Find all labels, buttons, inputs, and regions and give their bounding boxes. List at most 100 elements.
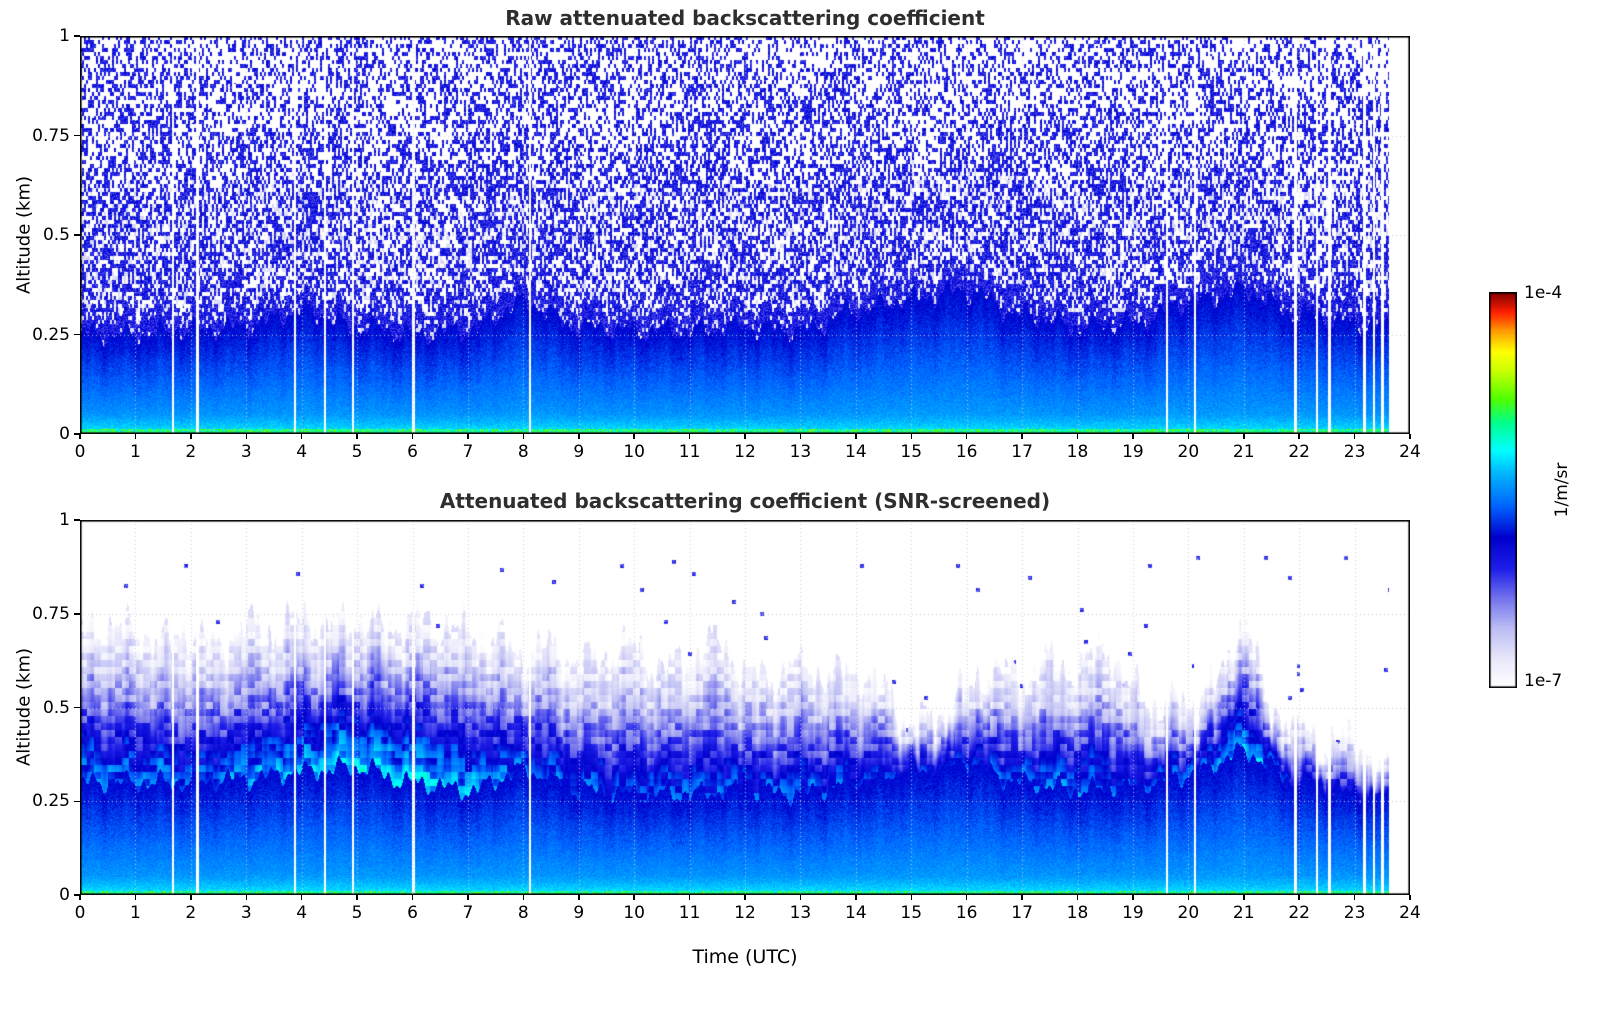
x-tick-mark: [1298, 895, 1300, 900]
x-tick-mark: [1021, 434, 1023, 439]
x-tick-label: 16: [955, 442, 978, 462]
x-tick-mark: [467, 434, 469, 439]
x-tick-mark: [688, 895, 691, 900]
y-tick-label: 0.25: [32, 791, 70, 812]
x-tick-mark: [910, 434, 912, 439]
x-tick-mark: [1076, 895, 1079, 900]
x-tick-mark: [190, 895, 192, 900]
x-tick-label: 14: [845, 903, 867, 923]
x-tick-mark: [300, 895, 303, 900]
x-tick-label: 19: [1122, 442, 1144, 462]
x-tick-mark: [910, 895, 912, 900]
x-tick-mark: [744, 895, 746, 900]
x-tick-label: 19: [1122, 903, 1144, 923]
x-tick-mark: [1076, 434, 1079, 439]
x-tick-mark: [688, 434, 691, 439]
x-tick-mark: [799, 895, 802, 900]
x-tick-label: 21: [1232, 903, 1255, 923]
x-tick-mark: [965, 434, 968, 439]
x-tick-mark: [300, 434, 303, 439]
x-tick-mark: [1021, 895, 1023, 900]
x-tick-mark: [134, 895, 137, 900]
x-tick-mark: [744, 434, 746, 439]
x-tick-label: 13: [789, 442, 812, 462]
x-tick-mark: [633, 895, 635, 900]
x-tick-label: 24: [1399, 442, 1421, 462]
x-tick-mark: [79, 434, 81, 439]
x-tick-label: 4: [296, 442, 308, 462]
y-tick-label: 0.75: [32, 603, 70, 624]
x-tick-label: 22: [1288, 903, 1310, 923]
x-tick-label: 23: [1343, 903, 1366, 923]
x-tick-label: 2: [185, 442, 197, 462]
x-tick-label: 11: [678, 903, 701, 923]
colorbar-max-label: 1e-4: [1524, 283, 1563, 303]
x-tick-mark: [1132, 434, 1134, 439]
x-tick-mark: [965, 895, 968, 900]
x-tick-mark: [1243, 895, 1245, 900]
x-tick-label: 8: [517, 442, 529, 462]
x-tick-mark: [1298, 434, 1300, 439]
x-tick-mark: [1353, 434, 1356, 439]
x-tick-mark: [1243, 434, 1245, 439]
x-tick-label: 15: [900, 442, 923, 462]
panel1-y-axis-label: Altitude (km): [13, 175, 35, 295]
x-tick-mark: [855, 895, 857, 900]
panel1-title: Raw attenuated backscattering coefficien…: [505, 6, 985, 30]
x-tick-label: 17: [1011, 903, 1033, 923]
x-tick-label: 2: [185, 903, 197, 923]
x-tick-label: 1: [129, 442, 141, 462]
x-tick-label: 20: [1177, 442, 1200, 462]
x-tick-mark: [1132, 895, 1134, 900]
x-tick-mark: [633, 434, 635, 439]
x-tick-label: 18: [1066, 442, 1089, 462]
x-tick-mark: [356, 434, 358, 439]
x-tick-mark: [855, 434, 857, 439]
y-tick-label: 1: [59, 510, 70, 530]
x-tick-label: 10: [623, 442, 645, 462]
colorbar-unit-label: 1/m/sr: [1552, 462, 1572, 518]
x-tick-mark: [190, 434, 192, 439]
x-tick-mark: [522, 895, 525, 900]
x-tick-label: 14: [845, 442, 867, 462]
x-tick-label: 21: [1232, 442, 1255, 462]
x-tick-label: 0: [74, 903, 86, 923]
x-tick-label: 9: [573, 903, 585, 923]
x-tick-label: 17: [1011, 442, 1033, 462]
x-tick-mark: [578, 434, 580, 439]
x-tick-mark: [1409, 434, 1411, 439]
x-tick-label: 23: [1343, 442, 1366, 462]
x-tick-label: 0: [74, 442, 86, 462]
x-tick-label: 7: [462, 442, 474, 462]
x-tick-label: 3: [240, 442, 252, 462]
y-tick-label: 0.25: [32, 324, 70, 345]
x-tick-label: 18: [1066, 903, 1089, 923]
y-tick-label: 1: [59, 26, 70, 46]
x-tick-label: 5: [351, 903, 363, 923]
x-tick-mark: [1353, 895, 1356, 900]
x-tick-mark: [1187, 434, 1190, 439]
x-tick-label: 4: [296, 903, 308, 923]
y-tick-label: 0: [59, 885, 70, 905]
x-tick-mark: [245, 434, 247, 439]
y-tick-label: 0.75: [32, 125, 70, 146]
panel2-heatmap: [80, 520, 1410, 895]
x-tick-label: 3: [240, 903, 252, 923]
x-tick-label: 13: [789, 903, 812, 923]
x-tick-label: 12: [734, 442, 756, 462]
x-tick-label: 16: [955, 903, 978, 923]
x-tick-label: 22: [1288, 442, 1310, 462]
x-tick-mark: [411, 895, 414, 900]
colorbar: [1489, 292, 1517, 688]
x-tick-mark: [245, 895, 247, 900]
x-tick-label: 6: [407, 903, 418, 923]
x-tick-label: 8: [517, 903, 529, 923]
x-tick-label: 9: [573, 442, 585, 462]
x-tick-label: 15: [900, 903, 923, 923]
x-tick-mark: [578, 895, 580, 900]
x-tick-label: 11: [678, 442, 701, 462]
x-tick-mark: [1409, 895, 1411, 900]
x-tick-mark: [799, 434, 802, 439]
panel2-y-axis-label: Altitude (km): [13, 647, 35, 767]
